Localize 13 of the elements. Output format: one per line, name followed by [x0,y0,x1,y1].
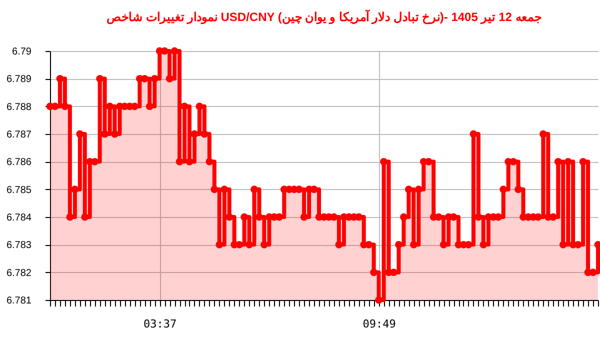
y-tick-label: 6.784 [6,212,32,224]
x-tick-label: 03:37 [144,318,177,330]
y-tick-label: 6.783 [6,240,32,252]
chart-title: نمودار تغییرات شاخص USD/CNY (نرخ تبادل دلار آمریکا و یوان چین)- جمعه 12 تیر 1405 [106,8,542,25]
y-tick-label: 6.787 [6,130,32,140]
y-tick-label: 6.781 [6,296,32,306]
x-tick-label: 09:49 [362,318,396,330]
y-tick-label: 6.785 [6,184,32,196]
y-tick-label: 6.782 [6,268,32,279]
y-tick-label: 6.786 [6,157,32,168]
y-tick-label: 6.79 [12,46,32,58]
y-tick-label: 6.788 [6,102,32,113]
y-tick-label: 6.789 [6,74,32,86]
